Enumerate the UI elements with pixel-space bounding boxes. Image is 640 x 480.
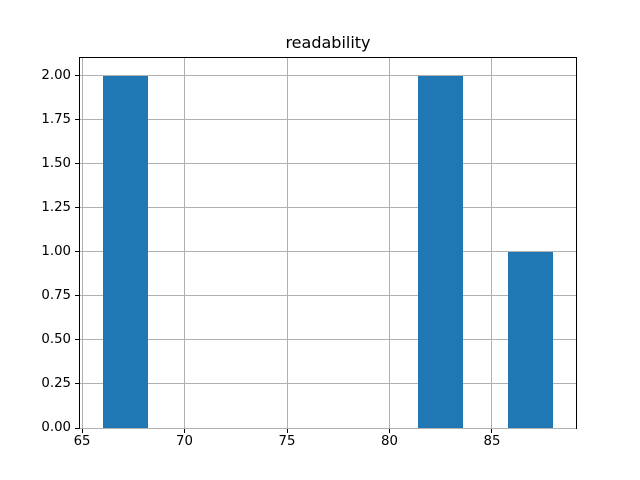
y-gridline (80, 207, 576, 209)
y-tick-mark (75, 163, 79, 165)
x-gridline (491, 58, 493, 428)
y-tick-label: 1.00 (41, 243, 71, 259)
x-gridline (388, 58, 390, 428)
y-tick-label: 2.00 (41, 67, 71, 83)
histogram-bar (418, 75, 464, 428)
plot-area (79, 57, 577, 429)
y-gridline (80, 427, 576, 429)
y-tick-mark (75, 427, 79, 429)
x-gridline (286, 58, 288, 428)
y-tick-label: 0.50 (41, 331, 71, 347)
y-tick-mark (75, 207, 79, 209)
y-tick-label: 1.75 (41, 111, 71, 127)
y-gridline (80, 295, 576, 297)
y-tick-label: 1.50 (41, 155, 71, 171)
y-tick-label: 0.25 (41, 375, 71, 391)
y-tick-label: 0.00 (41, 420, 71, 435)
x-tick-mark (388, 429, 390, 433)
y-gridline (80, 383, 576, 385)
x-gridline (184, 58, 186, 428)
y-tick-mark (75, 119, 79, 121)
y-tick-mark (75, 339, 79, 341)
y-tick-mark (75, 295, 79, 297)
x-tick-label: 70 (176, 434, 193, 449)
x-tick-label: 85 (483, 434, 501, 449)
x-gridline (81, 58, 83, 428)
histogram-bar (102, 75, 148, 428)
y-gridline (80, 339, 576, 341)
histogram-bar (508, 251, 554, 428)
x-tick-mark (286, 429, 288, 433)
y-tick-mark (75, 383, 79, 385)
chart-title: readability (285, 33, 371, 52)
x-tick-label: 80 (381, 434, 398, 449)
y-tick-mark (75, 251, 79, 253)
y-tick-label: 1.25 (41, 199, 71, 215)
x-tick-label: 75 (278, 434, 296, 449)
y-tick-mark (75, 75, 79, 77)
x-tick-label: 65 (73, 434, 91, 449)
x-tick-mark (81, 429, 83, 433)
y-gridline (80, 75, 576, 77)
x-tick-mark (491, 429, 493, 433)
y-gridline (80, 163, 576, 165)
y-gridline (80, 119, 576, 121)
y-gridline (80, 251, 576, 253)
x-tick-mark (184, 429, 186, 433)
y-tick-label: 0.75 (41, 287, 71, 303)
